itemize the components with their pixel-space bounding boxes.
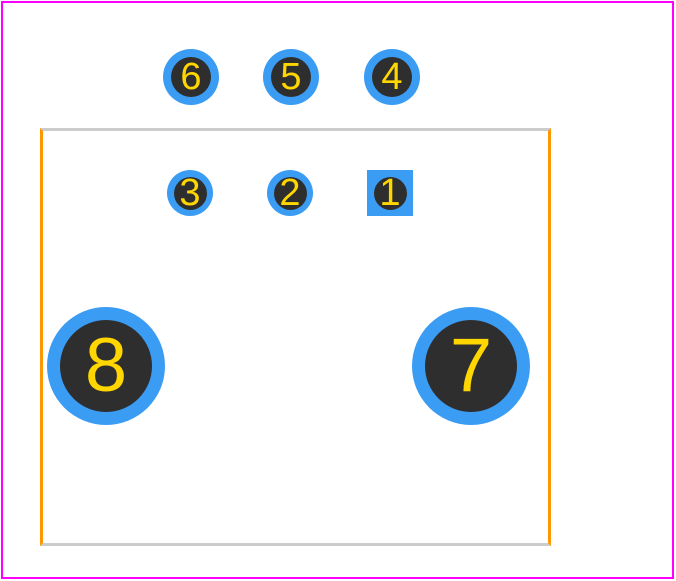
pad-5: 5: [263, 49, 319, 105]
pad-1-label: 1: [379, 174, 400, 212]
pad-3-label: 3: [179, 174, 200, 212]
pad-8: 8: [47, 307, 165, 425]
pad-6-label: 6: [180, 58, 201, 96]
pad-5-label: 5: [280, 58, 301, 96]
pad-7-label: 7: [450, 328, 492, 404]
pad-4-label: 4: [381, 58, 402, 96]
pad-2-label: 2: [279, 174, 300, 212]
pad-1: 1: [367, 170, 413, 216]
pad-6: 6: [163, 49, 219, 105]
pad-8-label: 8: [85, 328, 127, 404]
pad-4: 4: [364, 49, 420, 105]
pad-2: 2: [267, 170, 313, 216]
pad-3: 3: [167, 170, 213, 216]
pad-7: 7: [412, 307, 530, 425]
